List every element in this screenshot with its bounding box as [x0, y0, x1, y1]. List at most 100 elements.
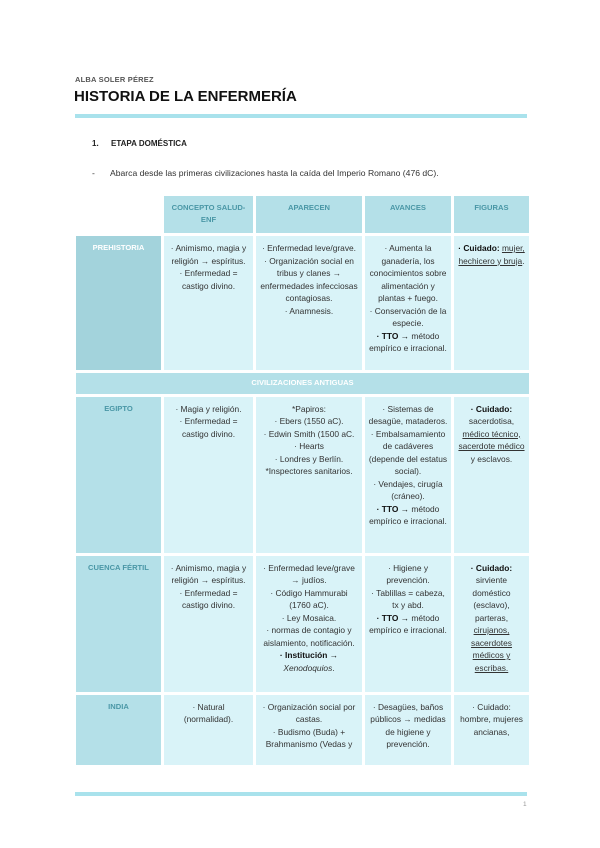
cell-paragraph: · Enfermedad = castigo divino.: [167, 587, 250, 612]
text-segment: · Cuidado: hombre, mujeres ancianas,: [460, 701, 523, 737]
column-header: CONCEPTO SALUD-ENF: [164, 196, 253, 233]
text-segment: · Organización social en tribus y clanes…: [260, 255, 358, 304]
table-cell: · Aumenta la ganadería, los conocimiento…: [365, 236, 451, 370]
table-cell: · Magia y religión. · Enfermedad = castig…: [164, 396, 253, 553]
cell-paragraph: · Desagües, baños públicos → medidas de …: [368, 701, 448, 751]
text-segment: · Cuidado:: [470, 562, 513, 573]
table-header-row: CONCEPTO SALUD-ENF APARECEN AVANCES FIGU…: [76, 196, 529, 233]
cell-paragraph: · Tablillas = cabeza, tx y abd.: [368, 587, 448, 612]
table-row: EGIPTO · Magia y religión. · Enfermedad = …: [76, 396, 529, 553]
section-number: 1.: [92, 139, 99, 148]
text-segment: · Tablillas = cabeza, tx y abd.: [371, 587, 445, 611]
row-label: EGIPTO: [76, 396, 161, 553]
table-cell: · Enfermedad leve/grave. · Organización s…: [256, 236, 362, 370]
cell-paragraph: · TTO → método empírico e irracional.: [368, 503, 448, 528]
cell-paragraph: · Enfermedad leve/grave.: [259, 242, 359, 255]
table-cell: · Desagües, baños públicos → medidas de …: [365, 694, 451, 765]
text-segment: · Natural (normalidad).: [183, 701, 234, 725]
cell-paragraph: · Ley Mosaica.: [259, 612, 359, 625]
cell-paragraph: · Cuidado: mujer, hechicero y bruja.: [457, 242, 526, 267]
table-cell: · Organización social por castas. · Budis…: [256, 694, 362, 765]
text-segment: · Magia y religión.: [175, 403, 242, 414]
text-segment: · normas de contagio y aislamiento, noti…: [263, 625, 355, 648]
text-segment: *Papiros:: [292, 403, 326, 414]
text-segment: mujer, hechicero y bruja: [458, 243, 525, 266]
section-heading: 1. ETAPA DOMÉSTICA: [92, 139, 187, 148]
text-segment: médico técnico, sacerdote médico: [458, 428, 525, 452]
cell-paragraph: · Budismo (Buda) + Brahmanismo (Vedas y: [259, 726, 359, 751]
text-segment: *Inspectores sanitarios.: [265, 466, 353, 476]
cell-paragraph: · Cuidado: sacerdotisa, médico técnico, …: [457, 403, 526, 466]
corner-cell: [76, 196, 161, 233]
cell-paragraph: · Edwin Smith (1500 aC.: [259, 428, 359, 441]
row-label: INDIA: [76, 694, 161, 765]
table-cell: · Animismo, magia y religión → espíritus…: [164, 555, 253, 692]
text-segment: · Enfermedad = castigo divino.: [179, 587, 238, 611]
table-cell: · Natural (normalidad).: [164, 694, 253, 765]
cell-paragraph: *Inspectores sanitarios.: [259, 465, 359, 478]
text-segment: · TTO →: [376, 503, 410, 514]
text-segment: · Institución →: [279, 650, 339, 660]
text-segment: sirviente doméstico (esclavo), parteras,: [472, 575, 511, 623]
table-cell: · Cuidado: sirviente doméstico (esclavo)…: [454, 555, 529, 692]
cell-paragraph: · Cuidado: sirviente doméstico (esclavo)…: [457, 562, 526, 675]
cell-paragraph: · normas de contagio y aislamiento, noti…: [259, 624, 359, 649]
cell-paragraph: · Conservación de la especie.: [368, 305, 448, 330]
divider-label: CIVILIZACIONES ANTIGUAS: [76, 373, 529, 394]
cell-paragraph: · TTO → método empírico e irracional.: [368, 612, 448, 637]
text-segment: · Animismo, magia y religión → espíritus…: [170, 562, 247, 586]
cell-paragraph: · Enfermedad = castigo divino.: [167, 415, 250, 440]
cell-paragraph: *Papiros:: [259, 403, 359, 416]
cell-paragraph: · Organización social por castas.: [259, 701, 359, 726]
cell-paragraph: · Aumenta la ganadería, los conocimiento…: [368, 242, 448, 305]
text-segment: · Edwin Smith (1500 aC.: [263, 428, 355, 439]
table-row: PREHISTORIA · Animismo, magia y religión …: [76, 236, 529, 370]
text-segment: · TTO →: [376, 612, 410, 623]
table-cell: · Enfermedad leve/grave → judíos. · Códig…: [256, 555, 362, 692]
section-title: ETAPA DOMÉSTICA: [111, 139, 187, 148]
table-cell: · Higiene y prevención. · Tablillas = cab…: [365, 555, 451, 692]
text-segment: · Sistemas de desagüe, mataderos.: [368, 403, 448, 427]
cell-paragraph: · Anamnesis.: [259, 305, 359, 318]
cell-paragraph: · Institución → Xenodoquios.: [259, 649, 359, 674]
text-segment: · Budismo (Buda) + Brahmanismo (Vedas y: [265, 726, 353, 750]
text-segment: método empírico e irracional.: [369, 612, 447, 636]
cell-paragraph: · Organización social en tribus y clanes…: [259, 255, 359, 305]
cell-paragraph: · Londres y Berlín.: [259, 453, 359, 466]
text-segment: · Enfermedad leve/grave.: [261, 243, 357, 253]
cell-paragraph: · Higiene y prevención.: [368, 562, 448, 587]
row-label: PREHISTORIA: [76, 236, 161, 370]
cell-paragraph: · Código Hammurabi (1760 aC).: [259, 587, 359, 612]
column-header: APARECEN: [256, 196, 362, 233]
row-label: CUENCA FÉRTIL: [76, 555, 161, 692]
text-segment: · Cuidado:: [458, 243, 500, 253]
text-segment: · Aumenta la ganadería, los conocimiento…: [369, 243, 447, 303]
text-segment: Xenodoquios: [283, 662, 333, 673]
text-segment: .: [332, 662, 335, 673]
cell-paragraph: · Ebers (1550 aC).: [259, 415, 359, 428]
text-segment: · Hearts: [294, 441, 324, 451]
bullet-dash: -: [92, 168, 95, 178]
cell-paragraph: · Magia y religión.: [167, 403, 250, 416]
text-segment: · Londres y Berlín.: [274, 453, 344, 464]
footer-rule: [75, 792, 527, 796]
text-segment: · Desagües, baños públicos → medidas de …: [370, 701, 446, 750]
text-segment: .: [522, 255, 525, 266]
cell-paragraph: · Vendajes, cirugía (cráneo).: [368, 478, 448, 503]
page-number: 1: [523, 801, 527, 808]
text-segment: · Enfermedad = castigo divino.: [179, 268, 238, 291]
text-segment: · Conservación de la especie.: [369, 305, 447, 329]
text-segment: · Enfermedad = castigo divino.: [179, 416, 238, 439]
table-cell: · Animismo, magia y religión → espíritus…: [164, 236, 253, 370]
table-row: INDIA · Natural (normalidad). · Organizaci…: [76, 694, 529, 765]
text-segment: · Higiene y prevención.: [386, 562, 430, 586]
text-segment: · Código Hammurabi (1760 aC).: [270, 587, 348, 611]
table-cell: · Sistemas de desagüe, mataderos. · Embal…: [365, 396, 451, 553]
text-segment: método empírico e irracional.: [369, 503, 447, 527]
cell-paragraph: · Animismo, magia y religión → espíritus…: [167, 242, 250, 267]
table-cell: *Papiros: · Ebers (1550 aC). · Edwin Smith…: [256, 396, 362, 553]
cell-paragraph: · Cuidado: hombre, mujeres ancianas,: [457, 701, 526, 739]
text-segment: y esclavos.: [470, 453, 513, 464]
text-segment: · Organización social por castas.: [262, 701, 356, 725]
text-segment: · Ebers (1550 aC).: [274, 416, 344, 426]
